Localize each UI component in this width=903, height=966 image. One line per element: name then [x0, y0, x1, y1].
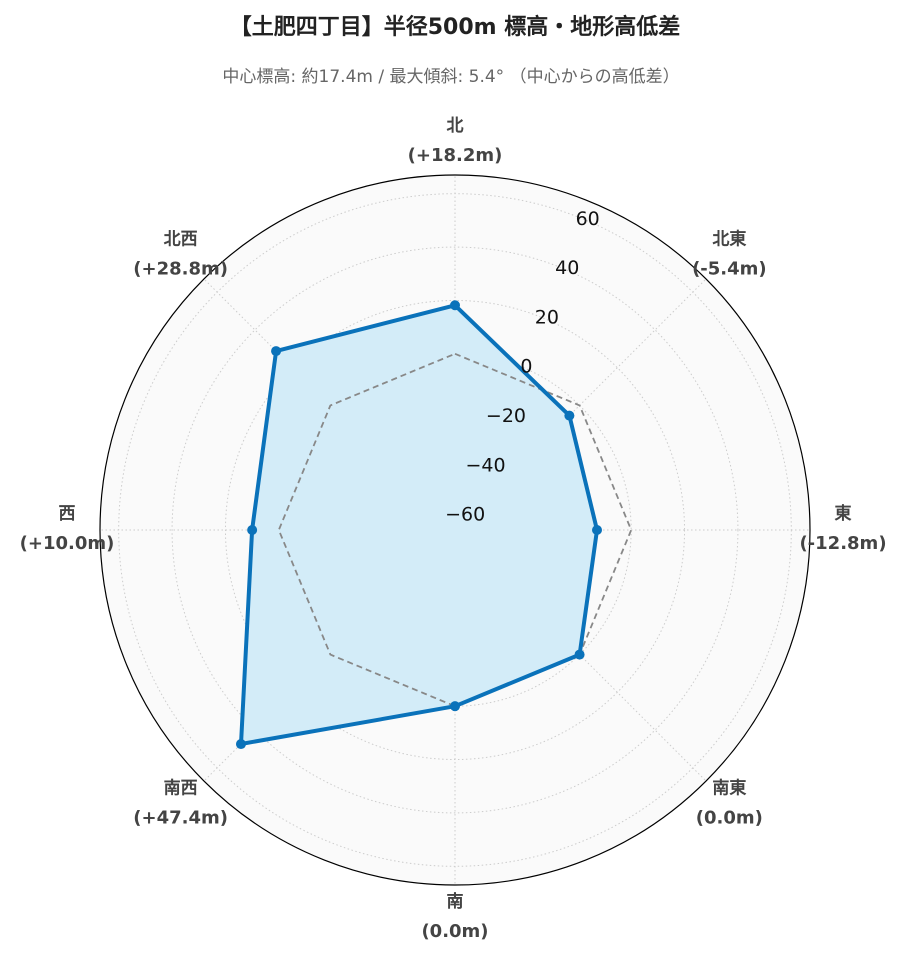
- data-point: [574, 649, 585, 660]
- category-label: 南東: [712, 777, 746, 798]
- plot-border: [99, 174, 811, 886]
- data-point: [235, 739, 246, 750]
- data-point: [450, 300, 460, 311]
- r-tick-label: 60: [576, 208, 600, 230]
- value-label: (+18.2m): [408, 145, 503, 166]
- data-point: [450, 701, 460, 712]
- category-label: 北: [447, 116, 464, 136]
- data-point: [592, 525, 602, 535]
- category-label: 北東: [712, 229, 746, 250]
- data-point: [247, 525, 258, 535]
- value-label: (0.0m): [696, 807, 763, 828]
- value-label: (+47.4m): [133, 807, 228, 828]
- category-label: 北西: [164, 230, 198, 250]
- r-tick-label: 40: [555, 257, 579, 279]
- chart-title: 【土肥四丁目】半径500m 標高・地形高低差: [230, 14, 681, 40]
- r-tick-label: 20: [535, 306, 559, 328]
- grid-ring: [171, 246, 739, 814]
- value-label: (-5.4m): [692, 259, 767, 280]
- data-point: [564, 410, 575, 421]
- chart-subtitle: 中心標高: 約17.4m / 最大傾斜: 5.4° （中心からの高低差）: [222, 67, 679, 87]
- category-label: 東: [835, 503, 852, 524]
- category-label: 南: [447, 891, 464, 912]
- series-area: [241, 305, 597, 744]
- value-label: (0.0m): [421, 921, 488, 942]
- value-label: (+28.8m): [133, 259, 228, 280]
- category-label: 西: [59, 504, 76, 524]
- r-tick-label: −20: [486, 405, 526, 427]
- value-label: (+10.0m): [20, 533, 115, 554]
- category-label: 南西: [164, 777, 198, 798]
- value-label: (-12.8m): [799, 533, 886, 554]
- r-tick-label: 0: [520, 356, 532, 378]
- r-tick-label: −60: [445, 504, 485, 526]
- r-tick-label: −40: [466, 454, 506, 476]
- data-point: [271, 346, 282, 357]
